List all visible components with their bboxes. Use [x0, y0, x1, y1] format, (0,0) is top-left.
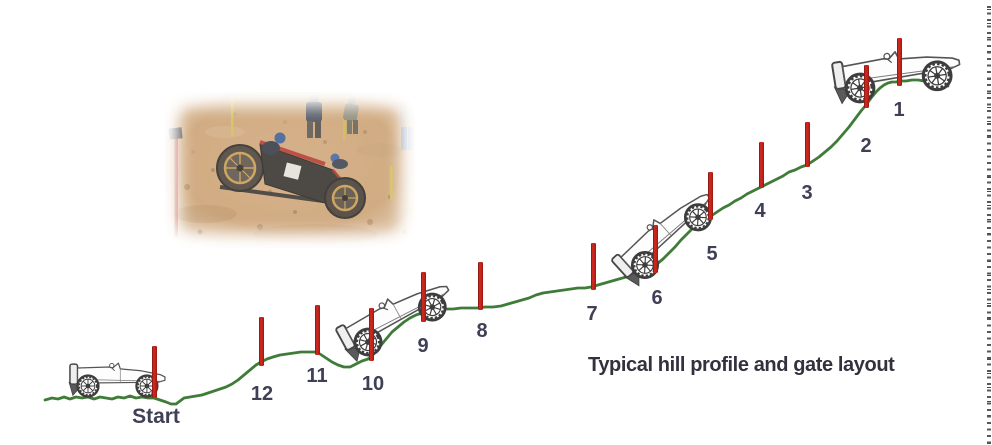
gate-post-5 — [708, 172, 713, 220]
gate-label-4: 4 — [754, 200, 766, 222]
gate-label-9: 9 — [417, 335, 429, 357]
gate-post-11 — [315, 305, 320, 355]
gate-label-3: 3 — [801, 182, 813, 204]
gate-label-8: 8 — [476, 320, 488, 342]
gate-post-4 — [759, 142, 764, 188]
start-post — [152, 346, 157, 398]
gate-post-12 — [259, 317, 264, 366]
gate-label-1: 1 — [893, 99, 905, 121]
gate-label-6: 6 — [651, 287, 663, 309]
start-label: Start — [132, 405, 180, 428]
photo-trials-car-inset — [165, 92, 415, 248]
gate-label-11: 11 — [306, 365, 328, 387]
gate-label-7: 7 — [586, 303, 598, 325]
photo-art — [165, 92, 415, 248]
gate-label-2: 2 — [860, 135, 872, 157]
car-at-summit — [830, 42, 963, 105]
figure-caption: Typical hill profile and gate layout — [588, 354, 895, 376]
gate-post-2 — [864, 65, 869, 108]
gate-post-8 — [478, 262, 483, 310]
car-climbing-gate-10 — [334, 272, 458, 365]
gate-label-10: 10 — [361, 373, 385, 395]
page-edge-dotted-line — [987, 6, 991, 445]
hill-profile-line — [43, 78, 950, 406]
gate-posts-group — [152, 38, 902, 398]
gate-post-3 — [805, 122, 810, 167]
gate-label-12: 12 — [250, 383, 274, 405]
car-climbing-gate-6 — [609, 182, 722, 290]
gate-post-10 — [369, 308, 374, 361]
gate-label-5: 5 — [706, 243, 718, 265]
car-at-start — [69, 363, 165, 396]
gate-post-7 — [591, 243, 596, 290]
gate-post-1 — [897, 38, 902, 86]
gate-post-9 — [421, 272, 426, 322]
photo-vignette-overlay — [165, 92, 415, 248]
gate-post-6 — [653, 225, 658, 273]
